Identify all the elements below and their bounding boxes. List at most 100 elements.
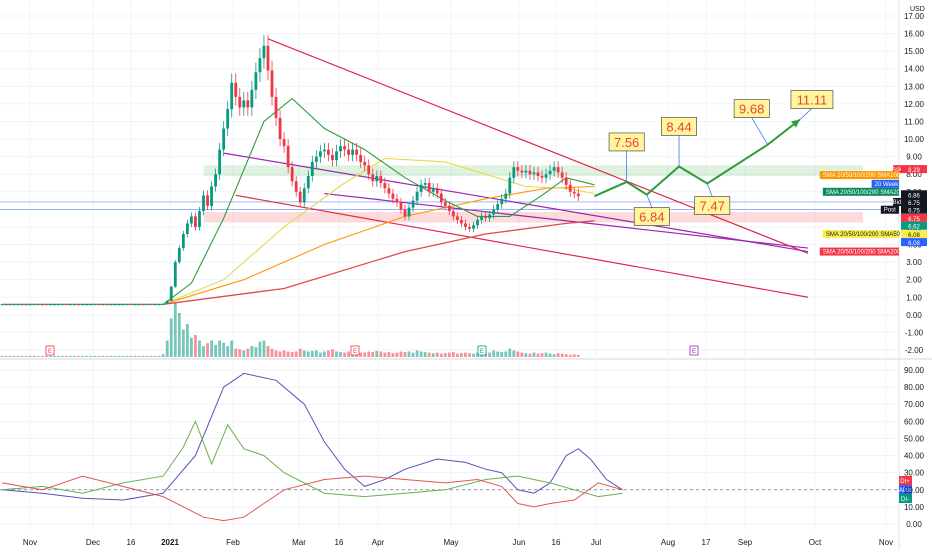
earnings-marker-label: E xyxy=(480,349,484,355)
volume-bar xyxy=(512,350,516,357)
candle-body xyxy=(556,167,560,173)
volume-bar xyxy=(572,354,576,357)
volume-bar xyxy=(238,349,242,357)
target-label: 8.44 xyxy=(666,119,691,134)
candle-body xyxy=(367,165,371,175)
volume-bar xyxy=(210,340,213,357)
price-tag-name xyxy=(822,229,899,238)
candle-body xyxy=(133,304,137,306)
volume-bar xyxy=(423,352,427,357)
volume-bar xyxy=(488,352,492,357)
volume-bar xyxy=(161,354,165,357)
volume-bar xyxy=(298,348,302,357)
earnings-marker xyxy=(689,345,699,356)
volume-bar xyxy=(419,351,423,357)
candle-body xyxy=(57,304,60,306)
candle-body xyxy=(52,304,56,306)
time-tick-label: Aug xyxy=(661,538,675,547)
volume-bar xyxy=(367,351,371,357)
volume-bar xyxy=(44,355,48,357)
volume-bar xyxy=(415,350,419,357)
moving-averages xyxy=(2,97,595,305)
candle-body xyxy=(427,183,431,192)
di-plus-line xyxy=(1,475,623,522)
volume-bar xyxy=(24,355,28,357)
candle-body xyxy=(351,149,355,155)
candle-body xyxy=(536,172,540,176)
price-tick-label: 14.00 xyxy=(904,65,925,74)
price-tick-label: 9.00 xyxy=(906,153,922,162)
indicator-tick-label: 50.00 xyxy=(904,434,925,443)
trendline-channel-bottom xyxy=(324,192,809,249)
volume-bar xyxy=(536,353,540,357)
earnings-marker xyxy=(350,345,360,356)
candle-body xyxy=(81,304,84,306)
candle-body xyxy=(165,300,169,304)
volume-bar xyxy=(190,337,193,357)
volume-bar xyxy=(254,347,258,357)
candle-body xyxy=(484,216,487,219)
volume-bar xyxy=(93,355,97,357)
candle-body xyxy=(210,186,213,206)
price-tag-value-text: 6.75 xyxy=(908,209,920,215)
price-tag-name-text: SMA 20/50/100/200 SMA50 xyxy=(826,232,901,238)
volume-bar xyxy=(226,346,230,357)
volume-bar xyxy=(375,350,379,357)
candle-body xyxy=(520,170,524,173)
volume-bar xyxy=(198,340,201,357)
price-tag-name-text: 20 Week xyxy=(875,182,900,188)
candle-body xyxy=(286,146,290,168)
time-tick-label: 17 xyxy=(702,538,711,547)
volume-bar xyxy=(290,352,294,357)
volume-bar xyxy=(89,355,93,357)
volume-bar xyxy=(133,355,137,357)
candle-body xyxy=(435,188,439,194)
candle-body xyxy=(222,128,226,150)
volume-bar xyxy=(57,355,60,357)
volume-bar xyxy=(149,355,153,357)
volume-bar xyxy=(20,355,24,357)
volume-bar xyxy=(125,355,129,357)
candles xyxy=(0,35,580,306)
volume-bar xyxy=(552,354,556,357)
price-tick-label: 3.00 xyxy=(906,258,922,267)
target-label: 7.47 xyxy=(700,199,725,214)
time-tick-label: Mar xyxy=(292,538,306,547)
volume-bar xyxy=(532,352,536,357)
volume-bar xyxy=(28,355,32,357)
candle-body xyxy=(480,216,483,220)
candle-body xyxy=(472,225,475,229)
candle-body xyxy=(576,193,580,197)
candle-body xyxy=(447,205,451,212)
target-box xyxy=(733,99,770,118)
volume-bar xyxy=(359,352,363,357)
candle-body xyxy=(169,286,173,301)
price-tag-name xyxy=(893,165,901,174)
price-tick-label: 15.00 xyxy=(904,47,925,56)
candle-body xyxy=(206,195,209,206)
volume-bar xyxy=(508,348,512,357)
price-tag-value-text: 6.08 xyxy=(908,241,920,247)
candle-body xyxy=(145,304,149,306)
volume-bar xyxy=(185,324,189,357)
volume-bar xyxy=(97,355,101,357)
volume-bar xyxy=(181,329,185,357)
candle-body xyxy=(359,154,363,162)
volume-bar xyxy=(32,355,36,357)
candle-body xyxy=(282,139,286,147)
candle-body xyxy=(508,177,512,194)
volume-bar xyxy=(391,353,395,357)
volume-bar xyxy=(4,355,8,357)
volume-bar xyxy=(460,353,463,357)
candle-body xyxy=(262,45,266,59)
earnings-marker xyxy=(45,345,55,356)
candle-body xyxy=(548,170,552,175)
candle-body xyxy=(105,304,109,306)
candle-body xyxy=(500,198,504,205)
candle-body xyxy=(238,96,242,108)
volume-bar xyxy=(339,352,342,357)
earnings-marker-label: E xyxy=(692,349,696,355)
volume-bar xyxy=(556,353,560,357)
